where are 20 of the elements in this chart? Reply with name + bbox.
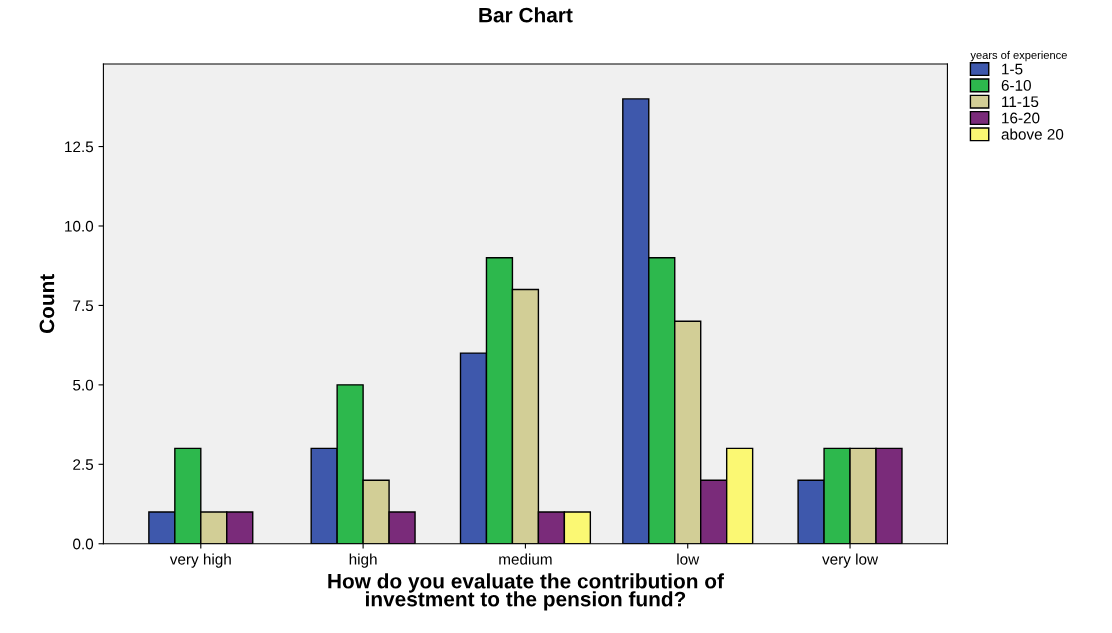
x-tick-label: very low [822,553,879,568]
y-tick-label: 10.0 [65,220,94,232]
x-tick-label: low [677,553,700,565]
legend-label: 16-20 [1002,112,1040,124]
legend-title: years of experience [970,50,1067,62]
y-tick-label: 5.0 [73,379,94,391]
y-tick-label: 12.5 [65,141,94,153]
y-tick-label: 7.5 [73,300,94,312]
x-tick-label: very high [169,553,231,568]
y-tick-label: 2.5 [73,459,94,470]
y-tick-label: 0.0 [73,538,94,550]
x-tick-label: high [349,553,377,568]
x-axis-title: How do you evaluate the contribution of investment to the pension fund? [328,573,724,611]
y-axis-title: Count [39,274,55,334]
legend-label: 1-5 [1002,63,1023,75]
x-tick-label: medium [499,553,552,565]
chart-title: Bar Chart [479,7,573,23]
legend-label: 11-15 [1002,96,1039,108]
legend-label: above 20 [1001,128,1064,140]
legend-label: 6-10 [1001,79,1031,91]
